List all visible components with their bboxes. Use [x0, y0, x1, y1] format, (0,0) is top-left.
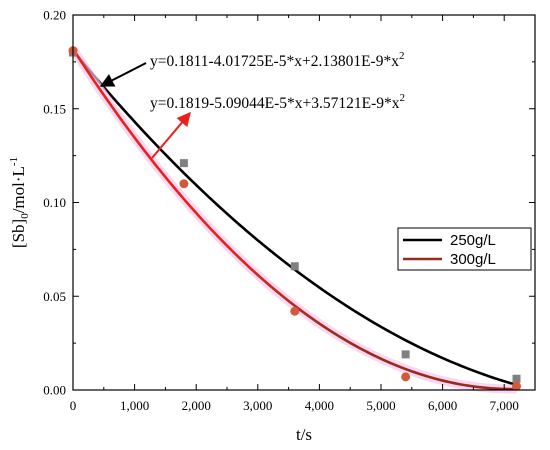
plot-area [68, 46, 522, 394]
data-point-300g/L [179, 179, 189, 189]
x-tick-label: 6,000 [428, 398, 457, 413]
x-axis-title: t/s [296, 425, 312, 444]
data-point-250g/L [401, 350, 410, 359]
legend-label: 250g/L [450, 232, 496, 249]
legend-box [397, 227, 532, 271]
x-tick-label: 7,000 [490, 398, 519, 413]
x-tick-label: 4,000 [305, 398, 334, 413]
x-tick-label: 2,000 [182, 398, 211, 413]
y-axis-title-unit: /mol·L [9, 166, 28, 213]
y-axis-title-sup: -1 [8, 157, 20, 166]
fit-equation-sup: 2 [400, 92, 406, 104]
y-tick-label: 0.10 [43, 195, 66, 210]
y-axis-title: [Sb]0/mol·L-1 [8, 157, 31, 248]
fit-equation-300g/L: y=0.1819-5.09044E-5*x+3.57121E-9*x2 [150, 92, 405, 112]
y-tick-label: 0.00 [43, 383, 66, 398]
data-point-300g/L [512, 381, 522, 391]
annotations: t/s[Sb]0/mol·L-1y=0.1811-4.01725E-5*x+2.… [8, 50, 532, 444]
fit-equation-250g/L: y=0.1811-4.01725E-5*x+2.13801E-9*x2 [150, 50, 404, 70]
y-axis-title-base: [Sb] [9, 219, 28, 248]
fit-equation-sup: 2 [399, 50, 405, 62]
data-point-300g/L [401, 372, 411, 382]
y-axis-title-sub: 0 [19, 213, 31, 219]
plot-frame [72, 14, 536, 391]
equation-arrow [151, 111, 191, 159]
x-tick-label: 0 [70, 398, 77, 413]
data-point-250g/L [179, 159, 188, 168]
fit-equation-main: y=0.1819-5.09044E-5*x+3.57121E-9*x [150, 95, 400, 112]
fit-equation-main: y=0.1811-4.01725E-5*x+2.13801E-9*x [150, 53, 399, 70]
legend-label: 300g/L [450, 251, 496, 268]
y-tick-label: 0.20 [43, 8, 66, 23]
y-tick-label: 0.15 [43, 101, 66, 116]
fit-curve-300g/L [71, 48, 517, 391]
x-tick-label: 5,000 [366, 398, 395, 413]
x-tick-label: 1,000 [120, 398, 149, 413]
data-point-300g/L [290, 306, 300, 316]
axes: 0 1,000 2,000 3,000 4,000 5,000 6,000 7,000 0.00… [43, 8, 536, 413]
equation-arrow [99, 62, 147, 87]
data-point-250g/L [290, 262, 299, 271]
data-point-250g/L [512, 374, 521, 383]
x-tick-label: 3,000 [243, 398, 272, 413]
y-tick-label: 0.05 [43, 289, 66, 304]
